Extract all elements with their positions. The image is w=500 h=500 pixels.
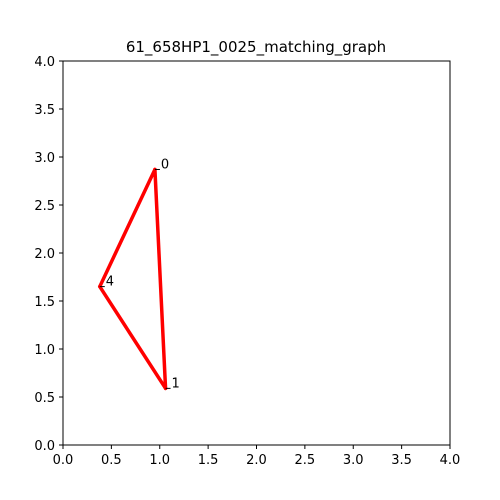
x-tick-label: 1.5 [198,453,219,468]
y-tick-label: 0.5 [34,391,55,406]
node-label-0: 0 [161,157,169,172]
y-tick-label: 3.0 [34,151,55,166]
x-tick-label: 3.5 [391,453,412,468]
x-tick-label: 2.5 [295,453,316,468]
y-tick-label: 1.5 [34,295,55,310]
node-label-1: 1 [172,376,180,391]
plot-area [62,60,451,446]
x-axis: 0.0 0.5 1.0 1.5 2.0 2.5 3.0 3.5 4.0 [53,445,461,468]
y-axis: 0.0 0.5 1.0 1.5 2.0 2.5 3.0 3.5 4.0 [34,55,63,454]
y-tick-label: 4.0 [34,55,55,70]
graph-edge-4-0 [98,167,157,289]
y-tick-label: 2.5 [34,199,55,214]
x-tick-label: 0.0 [53,453,74,468]
x-tick-label: 4.0 [440,453,461,468]
node-label-4: 4 [106,275,114,290]
x-tick-label: 0.5 [101,453,122,468]
x-tick-label: 3.0 [343,453,364,468]
chart-title: 61_658HP1_0025_matching_graph [126,38,386,57]
graph-edge-1-4 [98,284,168,391]
y-tick-label: 0.0 [34,439,55,454]
graph-edges [98,167,168,391]
y-tick-label: 2.0 [34,247,55,262]
x-tick-label: 1.0 [149,453,170,468]
graph-nodes: 0 1 4 [99,157,180,391]
y-tick-label: 3.5 [34,103,55,118]
graph-edge-0-1 [153,167,168,391]
y-tick-label: 1.0 [34,343,55,358]
x-tick-label: 2.0 [246,453,267,468]
